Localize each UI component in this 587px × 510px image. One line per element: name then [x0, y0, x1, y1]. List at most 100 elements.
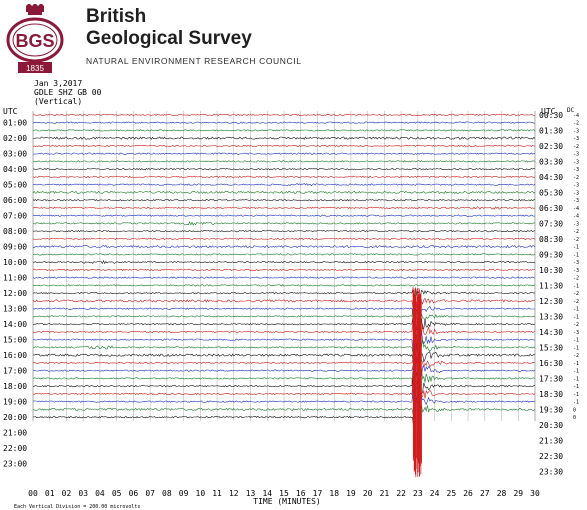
left-time-label: 03:00 [3, 150, 27, 159]
seismic-trace-21 [32, 276, 536, 279]
x-tick-label: 13 [246, 489, 256, 498]
seismic-trace-25 [32, 300, 535, 315]
dc-offset-label: -1 [573, 245, 579, 251]
dc-offset-label: -3 [573, 190, 579, 196]
logo-text: BGS [15, 31, 54, 51]
left-time-label: 18:00 [3, 382, 27, 391]
seismic-trace-16 [32, 237, 536, 241]
left-time-label: 23:00 [3, 460, 27, 469]
seismic-trace-17 [32, 244, 536, 249]
seismic-trace-6 [32, 160, 536, 163]
dc-offset-label: -1 [573, 369, 579, 375]
x-tick-label: 00 [28, 489, 38, 498]
seismic-trace-26 [33, 306, 535, 324]
seismic-trace-11 [32, 198, 536, 202]
dc-offset-label: -1 [573, 314, 579, 320]
seismic-trace-38 [32, 402, 536, 415]
dc-offset-label: -3 [573, 136, 579, 142]
seismic-trace-7 [32, 167, 535, 171]
left-time-label: 22:00 [3, 444, 27, 453]
seismic-trace-15 [32, 229, 536, 233]
seismic-trace-3 [32, 136, 536, 140]
seismic-trace-27 [32, 312, 536, 333]
chart-subtitle-line2: (Vertical) [34, 97, 82, 106]
x-tick-label: 15 [279, 489, 289, 498]
seismic-trace-28 [32, 315, 536, 344]
dc-offset-label: -2 [573, 299, 579, 305]
dc-axis-title: DC [567, 107, 575, 114]
seismic-trace-9 [32, 182, 536, 187]
x-tick-label: 12 [229, 489, 239, 498]
seismic-trace-12 [32, 206, 536, 210]
right-time-label: 20:30 [539, 421, 563, 430]
left-time-label: 04:00 [3, 165, 27, 174]
left-axis-title: UTC [3, 107, 18, 116]
seismic-trace-8 [32, 175, 536, 179]
x-tick-label: 05 [112, 489, 122, 498]
right-time-label: 01:30 [539, 126, 563, 135]
right-time-labels: 00:30 01:30 02:30 03:30 04:30 05:30 06:30 07:30… [539, 111, 563, 477]
seismic-trace-0 [32, 113, 536, 116]
right-time-label: 12:30 [539, 297, 563, 306]
dc-offset-labels: -4-2-3-3-2-3-3-3-2-3-3-3-4-4-3-2-2-1-1-3… [573, 113, 579, 421]
x-tick-label: 06 [129, 489, 139, 498]
right-time-label: 18:30 [539, 390, 563, 399]
seismic-trace-31 [32, 342, 536, 365]
bgs-logo: BGS 1835 [6, 4, 64, 73]
dc-offset-label: 0 [573, 415, 576, 421]
x-tick-labels: 00 01 02 03 04 05 06 07 08 09 10 11 12 13 14 15 16 17 18 19… [28, 489, 540, 498]
seismic-trace-2 [32, 129, 536, 132]
right-time-label: 04:30 [539, 173, 563, 182]
right-time-label: 19:30 [539, 405, 563, 414]
x-axis-label: TIME (MINUTES) [253, 497, 320, 506]
org-name-line1: British [86, 6, 147, 27]
x-tick-label: 04 [95, 489, 105, 498]
left-time-label: 09:00 [3, 243, 27, 252]
x-tick-label: 07 [145, 489, 155, 498]
dc-offset-label: -2 [573, 229, 579, 235]
dc-offset-label: -3 [573, 260, 579, 266]
right-time-label: 06:30 [539, 204, 563, 213]
right-time-label: 05:30 [539, 188, 563, 197]
left-time-label: 01:00 [3, 119, 27, 128]
left-time-label: 08:00 [3, 227, 27, 236]
dc-offset-label: -3 [573, 221, 579, 227]
right-time-label: 02:30 [539, 142, 563, 151]
x-tick-label: 27 [480, 489, 490, 498]
left-time-label: 10:00 [3, 258, 27, 267]
dc-offset-label: -1 [573, 252, 579, 258]
seismic-trace-10 [32, 190, 536, 194]
left-time-label: 05:00 [3, 181, 27, 190]
seismic-trace-34 [32, 368, 536, 399]
seismic-trace-35 [32, 368, 536, 395]
right-time-label: 21:30 [539, 436, 563, 445]
left-time-label: 07:00 [3, 212, 27, 221]
left-time-label: 12:00 [3, 289, 27, 298]
dc-offset-label: -3 [573, 128, 579, 134]
right-time-label: 22:30 [539, 452, 563, 461]
left-time-label: 06:00 [3, 196, 27, 205]
right-time-label: 15:30 [539, 343, 563, 352]
seismic-trace-36 [32, 377, 536, 404]
x-tick-label: 03 [78, 489, 88, 498]
right-time-label: 17:30 [539, 374, 563, 383]
dc-offset-label: -2 [573, 353, 579, 359]
right-time-label: 08:30 [539, 235, 563, 244]
left-time-label: 15:00 [3, 336, 27, 345]
x-tick-label: 22 [396, 489, 406, 498]
seismic-trace-32 [32, 355, 536, 385]
left-time-label: 19:00 [3, 398, 27, 407]
seismic-trace-37 [32, 389, 536, 409]
dc-offset-label: -3 [573, 198, 579, 204]
seismic-trace-4 [32, 144, 536, 148]
right-time-label: 14:30 [539, 328, 563, 337]
dc-offset-label: -2 [573, 237, 579, 243]
left-time-label: 13:00 [3, 305, 27, 314]
x-tick-label: 09 [179, 489, 189, 498]
seismic-trace-20 [32, 268, 536, 272]
x-tick-label: 26 [463, 489, 473, 498]
dc-offset-label: -1 [573, 338, 579, 344]
dc-offset-label: -2 [573, 291, 579, 297]
logo-year: 1835 [26, 64, 44, 73]
seismic-trace-30 [32, 329, 536, 357]
